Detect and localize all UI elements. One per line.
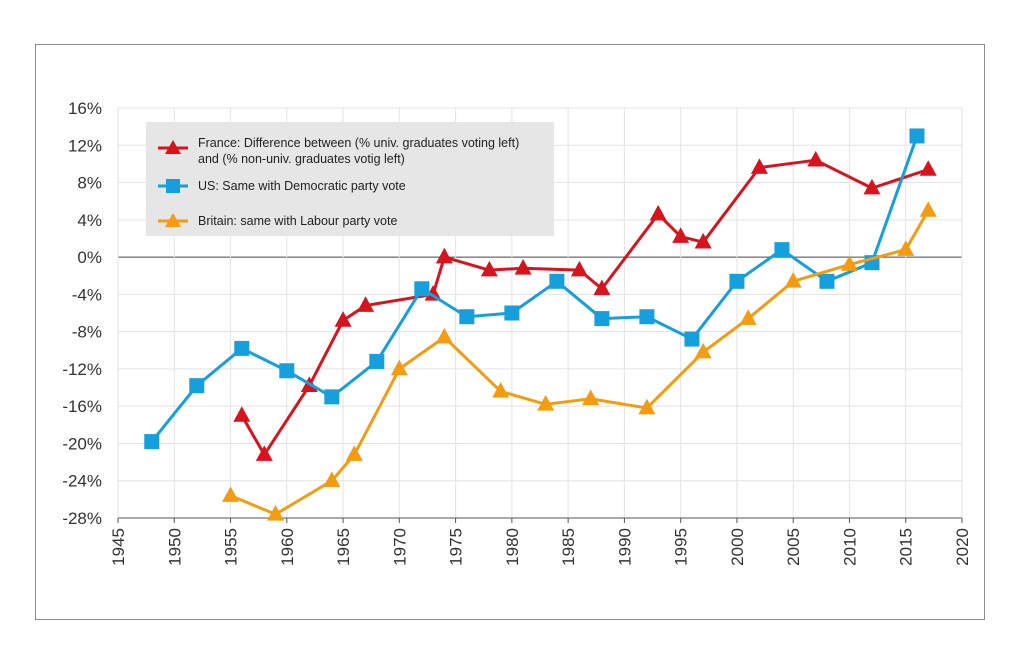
- legend-label-us: US: Same with Democratic party vote: [198, 179, 406, 193]
- x-tick-label: 2015: [897, 528, 916, 566]
- data-point: [909, 128, 925, 144]
- data-point: [255, 445, 273, 461]
- data-point: [144, 434, 160, 450]
- data-point: [369, 353, 385, 369]
- x-tick-label: 1995: [672, 528, 691, 566]
- y-tick-label: 8%: [77, 174, 102, 193]
- data-point: [504, 305, 520, 321]
- data-point: [234, 340, 250, 356]
- data-point: [819, 273, 835, 289]
- data-point: [514, 258, 532, 275]
- data-point: [334, 311, 352, 327]
- data-point: [672, 227, 690, 243]
- y-tick-label: -4%: [72, 285, 102, 304]
- data-point: [863, 178, 881, 195]
- x-tick-label: 2010: [840, 528, 859, 566]
- series-line: [240, 158, 929, 457]
- data-point: [750, 158, 768, 174]
- y-tick-label: -16%: [62, 397, 102, 416]
- data-point: [639, 309, 655, 325]
- y-tick-label: -20%: [62, 434, 102, 453]
- data-point: [840, 255, 858, 271]
- legend-swatch-us-marker: [166, 179, 180, 193]
- data-point: [459, 309, 475, 325]
- data-point: [222, 486, 240, 502]
- legend-swatch-france-marker: [165, 140, 181, 154]
- legend-entry-britain: Britain: same with Labour party vote: [158, 213, 397, 228]
- data-point: [324, 389, 340, 405]
- y-tick-label: 12%: [68, 136, 102, 155]
- data-point: [594, 311, 610, 327]
- data-point: [189, 378, 205, 394]
- data-point: [774, 242, 790, 258]
- legend-label-britain: Britain: same with Labour party vote: [198, 214, 397, 228]
- x-tick-label: 2000: [728, 528, 747, 566]
- y-tick-label: -12%: [62, 360, 102, 379]
- legend-entry-us: US: Same with Democratic party vote: [158, 179, 406, 193]
- y-tick-label: 0%: [77, 248, 102, 267]
- data-point: [435, 327, 453, 344]
- data-point: [649, 204, 667, 221]
- series-2: [222, 201, 937, 521]
- y-tick-label: -8%: [72, 323, 102, 342]
- y-tick-label: -24%: [62, 472, 102, 491]
- data-point: [729, 273, 745, 289]
- legend-entry-france: France: Difference between (% univ. grad…: [158, 136, 519, 166]
- legend-label-france-line2: and (% non-univ. graduates votig left): [198, 152, 405, 166]
- y-tick-label: 4%: [77, 211, 102, 230]
- data-point: [807, 150, 825, 167]
- data-point: [357, 296, 375, 312]
- x-tick-label: 2005: [784, 528, 803, 566]
- data-point: [480, 260, 498, 277]
- x-tick-label: 1980: [503, 528, 522, 566]
- legend: France: Difference between (% univ. grad…: [146, 122, 554, 236]
- x-tick-label: 2020: [953, 528, 972, 566]
- data-point: [279, 363, 295, 379]
- y-tick-label: -28%: [62, 509, 102, 528]
- series-line: [229, 209, 930, 516]
- data-point: [694, 232, 712, 249]
- data-point: [492, 381, 510, 398]
- data-point: [323, 471, 341, 488]
- data-point: [684, 331, 700, 347]
- data-point: [570, 260, 588, 277]
- data-point: [897, 240, 915, 256]
- data-point: [435, 247, 453, 264]
- data-point: [537, 395, 555, 411]
- x-tick-label: 1975: [447, 528, 466, 566]
- data-point: [267, 504, 285, 521]
- data-point: [414, 281, 430, 297]
- data-point: [919, 160, 937, 176]
- data-point: [549, 273, 565, 289]
- x-tick-label: 1965: [334, 528, 353, 566]
- data-point: [694, 342, 712, 359]
- data-point: [739, 309, 757, 325]
- data-point: [233, 406, 251, 422]
- data-point: [593, 279, 611, 296]
- legend-box: [146, 122, 554, 236]
- series-layer: [144, 128, 937, 521]
- x-tick-label: 1955: [222, 528, 241, 566]
- axes: 16% 12% 8% 4% 0% -4% -8% -12% -16% -20% -24% -28% 19…: [62, 99, 972, 566]
- x-tick-label: 1960: [278, 528, 297, 566]
- y-tick-label: 16%: [68, 99, 102, 118]
- legend-swatch-britain-marker: [165, 213, 181, 227]
- data-point: [345, 445, 363, 461]
- x-tick-label: 1985: [559, 528, 578, 566]
- series-line: [150, 135, 919, 443]
- x-tick-label: 1990: [615, 528, 634, 566]
- data-point: [919, 201, 937, 217]
- data-point: [784, 272, 802, 288]
- data-point: [582, 389, 600, 406]
- data-point: [390, 359, 408, 376]
- data-point: [638, 398, 656, 415]
- legend-label-france-line1: France: Difference between (% univ. grad…: [198, 136, 519, 150]
- x-tick-label: 1970: [390, 528, 409, 566]
- x-tick-label: 1945: [109, 528, 128, 566]
- x-tick-label: 1950: [165, 528, 184, 566]
